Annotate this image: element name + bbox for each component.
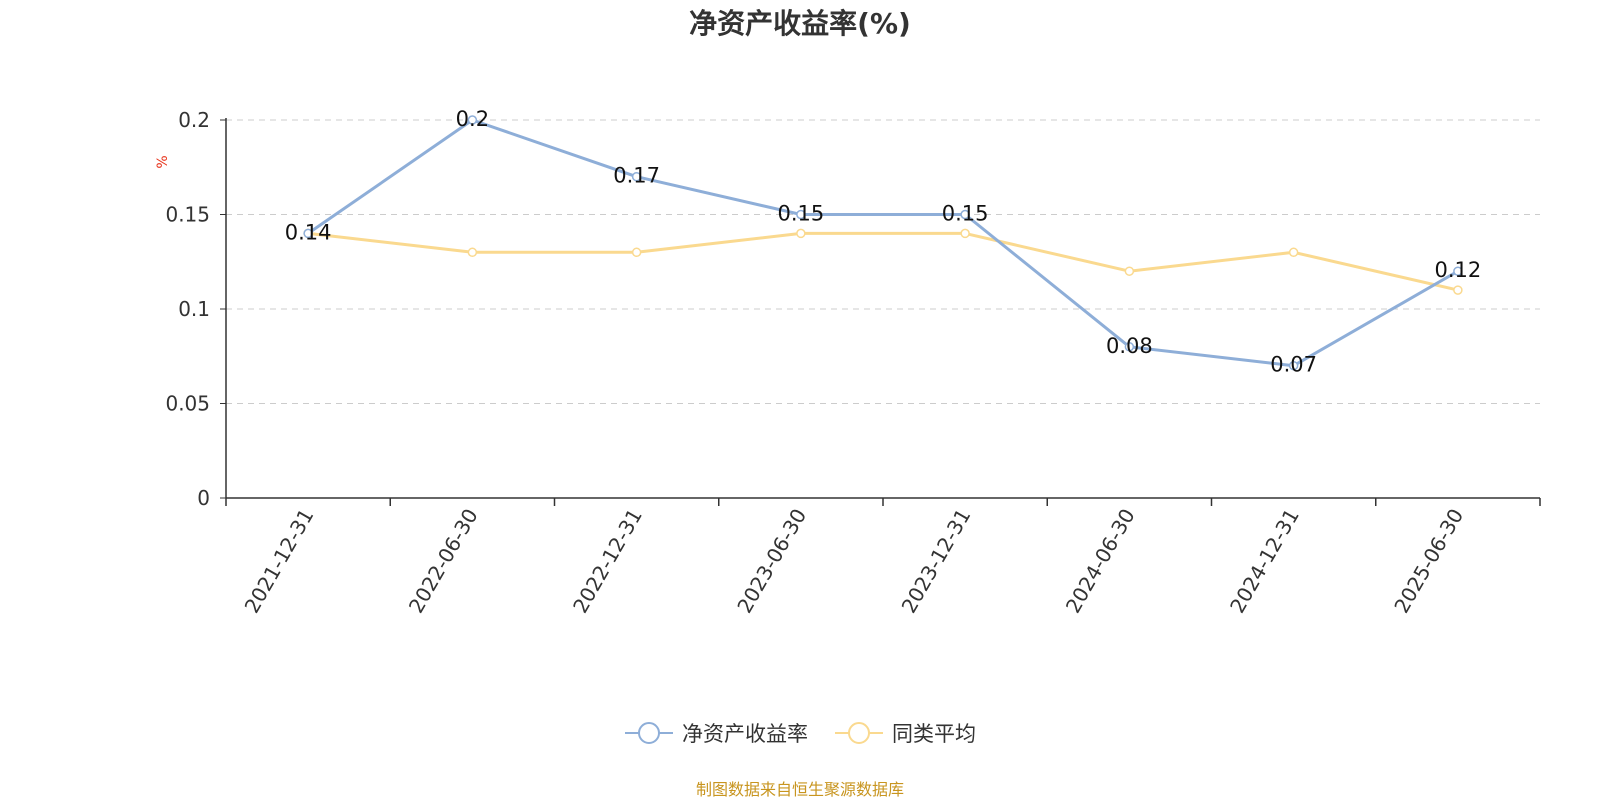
data-point-0 xyxy=(1288,360,1299,371)
x-tick-label: 2025-06-30 xyxy=(1389,505,1468,618)
data-point-1 xyxy=(960,228,970,239)
y-tick-label: 0.1 xyxy=(178,297,210,321)
data-point-1 xyxy=(1453,285,1463,295)
data-point-1 xyxy=(1288,247,1299,258)
y-axis-label: % xyxy=(155,155,171,168)
x-tick-label: 2021-12-31 xyxy=(240,505,319,618)
y-tick-label: 0 xyxy=(197,486,210,510)
x-tick-label: 2022-06-30 xyxy=(404,505,483,618)
data-point-0 xyxy=(467,115,478,125)
x-tick-label: 2023-12-31 xyxy=(897,505,976,618)
data-point-0 xyxy=(796,209,806,220)
chart-title: 净资产收益率(%) xyxy=(689,7,911,40)
y-tick-label: 0.15 xyxy=(165,203,210,227)
data-point-0 xyxy=(631,171,642,182)
legend-roe-label: 净资产收益率 xyxy=(682,722,808,746)
data-point-0 xyxy=(303,228,313,239)
data-point-0 xyxy=(960,209,970,220)
x-tick-label: 2024-06-30 xyxy=(1061,505,1140,618)
series-line-1 xyxy=(307,231,1459,292)
data-point-0 xyxy=(1124,342,1135,352)
x-tick-label: 2023-06-30 xyxy=(732,505,811,618)
legend-roe-icon xyxy=(625,722,673,744)
data-label: 0.14 xyxy=(285,220,332,244)
data-label: 0.2 xyxy=(456,107,489,131)
y-tick-label: 0.05 xyxy=(165,392,210,416)
data-point-1 xyxy=(1124,266,1135,276)
data-point-1 xyxy=(631,247,642,258)
data-point-0 xyxy=(1453,266,1463,276)
data-label: 0.17 xyxy=(613,164,660,188)
x-tick-label: 2022-12-31 xyxy=(568,505,647,618)
x-tick-label: 2024-12-31 xyxy=(1225,505,1304,618)
legend-item-peer-average[interactable]: 同类平均 xyxy=(834,718,976,748)
data-point-1 xyxy=(467,247,478,258)
data-label: 0.15 xyxy=(777,202,824,226)
series-line-0 xyxy=(307,118,1459,368)
source-note: 制图数据来自恒生聚源数据库 xyxy=(695,780,904,799)
legend-item-roe[interactable]: 净资产收益率 xyxy=(624,718,808,748)
chart-legend: 净资产收益率 同类平均 xyxy=(0,718,1600,748)
data-point-1 xyxy=(796,228,806,239)
legend-peer-average-icon xyxy=(835,722,883,744)
data-label: 0.08 xyxy=(1106,334,1153,358)
line-chart: 0 0.05 0.1 0.15 0.2% 2021-12-31 2022-06-30 2022… xyxy=(155,107,1541,618)
data-label: 0.12 xyxy=(1434,258,1481,282)
data-label: 0.07 xyxy=(1270,353,1317,377)
legend-peer-average-label: 同类平均 xyxy=(892,722,976,746)
data-label: 0.15 xyxy=(942,202,989,226)
y-tick-label: 0.2 xyxy=(178,108,210,132)
